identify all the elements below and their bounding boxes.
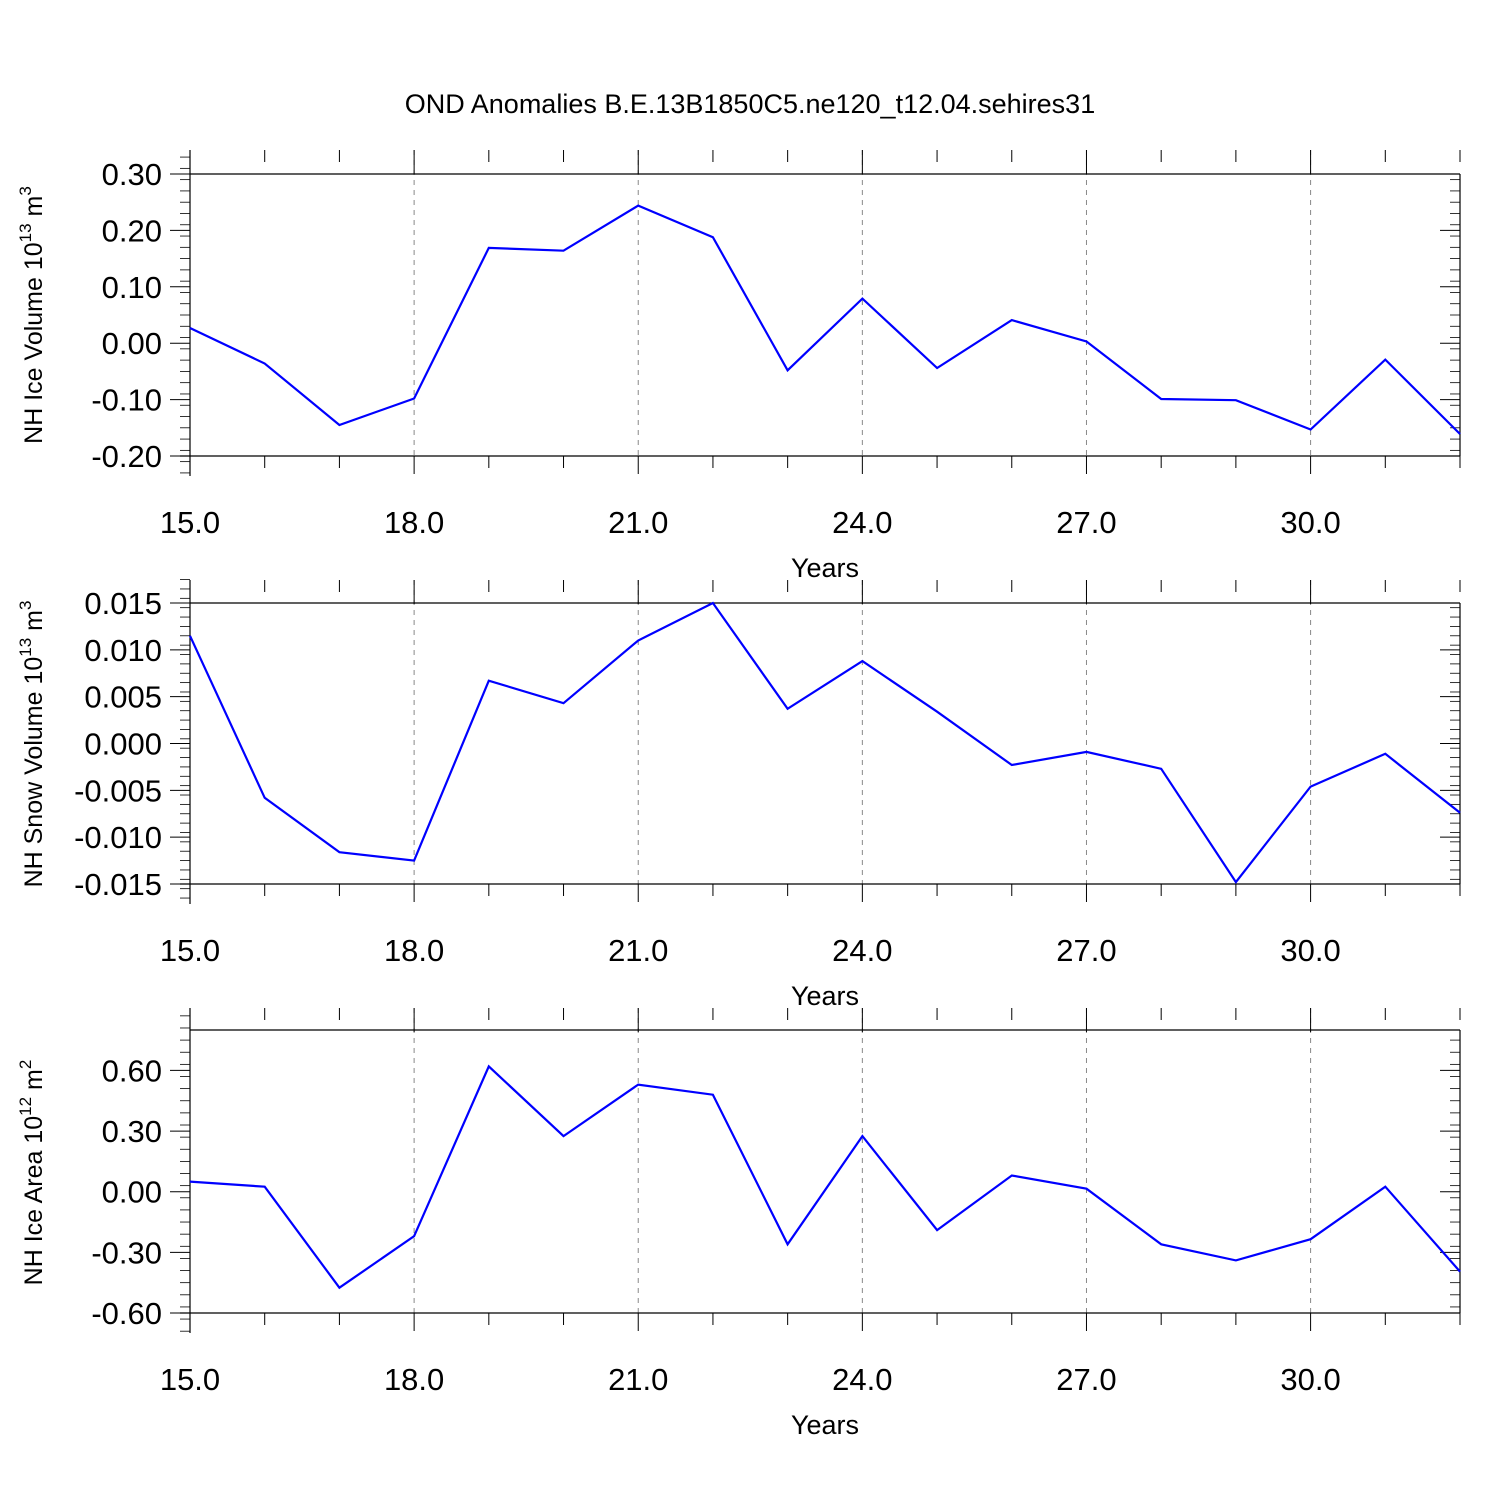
y-tick-label: 0.60 xyxy=(102,1053,162,1088)
x-tick-label: 18.0 xyxy=(384,933,444,968)
y-tick-label: -0.015 xyxy=(74,867,162,902)
y-axis-label-exponent: 12 xyxy=(16,1097,35,1116)
y-axis-label-unit: m xyxy=(20,196,48,224)
y-tick-label: -0.60 xyxy=(91,1296,162,1331)
y-axis-label-unit-exponent: 3 xyxy=(16,601,35,610)
y-tick-label: -0.10 xyxy=(91,383,162,418)
y-tick-label: 0.010 xyxy=(84,633,162,668)
x-tick-label: 27.0 xyxy=(1056,1362,1116,1397)
x-tick-label: 30.0 xyxy=(1280,505,1340,540)
x-tick-label: 24.0 xyxy=(832,933,892,968)
x-tick-label: 27.0 xyxy=(1056,505,1116,540)
y-axis-label-unit: m xyxy=(20,1069,48,1097)
y-tick-label: 0.30 xyxy=(102,157,162,192)
x-axis-label: Years xyxy=(791,553,859,583)
series-line xyxy=(189,601,1461,884)
chart-title: OND Anomalies B.E.13B1850C5.ne120_t12.04… xyxy=(405,89,1095,119)
y-axis-label-text: NH Snow Volume 10 xyxy=(20,657,48,888)
y-tick-label: -0.010 xyxy=(74,820,162,855)
x-tick-label: 27.0 xyxy=(1056,933,1116,968)
chart-panel-1: -0.20 -0.10 0.00 0.10 0.20 0.30 15.0 18.0 21.0 24… xyxy=(16,150,1461,583)
y-axis-label-exponent: 13 xyxy=(16,638,35,657)
y-tick-label: 0.30 xyxy=(102,1114,162,1149)
y-axis-label-unit-exponent: 3 xyxy=(16,186,35,195)
y-tick-label: -0.20 xyxy=(91,439,162,474)
y-tick-label: 0.015 xyxy=(84,586,162,621)
y-axis-label-unit-exponent: 2 xyxy=(16,1060,35,1069)
x-tick-label: 21.0 xyxy=(608,505,668,540)
x-tick-label: 18.0 xyxy=(384,505,444,540)
series-line xyxy=(189,204,1461,435)
y-tick-label: 0.00 xyxy=(102,1175,162,1210)
x-tick-label: 21.0 xyxy=(608,1362,668,1397)
y-tick-label: 0.10 xyxy=(102,270,162,305)
y-tick-label: -0.005 xyxy=(74,773,162,808)
x-tick-label: 15.0 xyxy=(160,505,220,540)
y-axis-label: NH Snow Volume 1013 m3 xyxy=(16,601,48,888)
x-tick-label: 21.0 xyxy=(608,933,668,968)
panels: -0.20 -0.10 0.00 0.10 0.20 0.30 15.0 18.0 21.0 24… xyxy=(16,150,1461,1440)
y-tick-label: 0.000 xyxy=(84,727,162,762)
x-tick-label: 24.0 xyxy=(832,505,892,540)
y-axis-label: NH Ice Volume 1013 m3 xyxy=(16,186,48,444)
x-tick-label: 30.0 xyxy=(1280,933,1340,968)
x-axis-label: Years xyxy=(791,981,859,1011)
x-tick-label: 15.0 xyxy=(160,1362,220,1397)
chart-panel-2: -0.015 -0.010 -0.005 0.000 0.005 0.010 0.015 15… xyxy=(16,579,1461,1011)
y-tick-label: 0.005 xyxy=(84,680,162,715)
y-axis-label-unit: m xyxy=(20,610,48,638)
y-axis-label-text: NH Ice Area 10 xyxy=(20,1116,48,1286)
x-tick-label: 15.0 xyxy=(160,933,220,968)
chart-panel-3: -0.60 -0.30 0.00 0.30 0.60 15.0 18.0 21.0 24.0 27… xyxy=(16,1008,1461,1440)
y-axis-label-text: NH Ice Volume 10 xyxy=(20,242,48,444)
x-tick-label: 30.0 xyxy=(1280,1362,1340,1397)
y-tick-label: 0.00 xyxy=(102,326,162,361)
y-axis-label-exponent: 13 xyxy=(16,223,35,242)
y-tick-label: -0.30 xyxy=(91,1235,162,1270)
y-axis-label: NH Ice Area 1012 m2 xyxy=(16,1060,48,1286)
x-tick-label: 24.0 xyxy=(832,1362,892,1397)
x-tick-label: 18.0 xyxy=(384,1362,444,1397)
series-line xyxy=(189,1064,1461,1290)
x-axis-label: Years xyxy=(791,1410,859,1440)
y-tick-label: 0.20 xyxy=(102,213,162,248)
